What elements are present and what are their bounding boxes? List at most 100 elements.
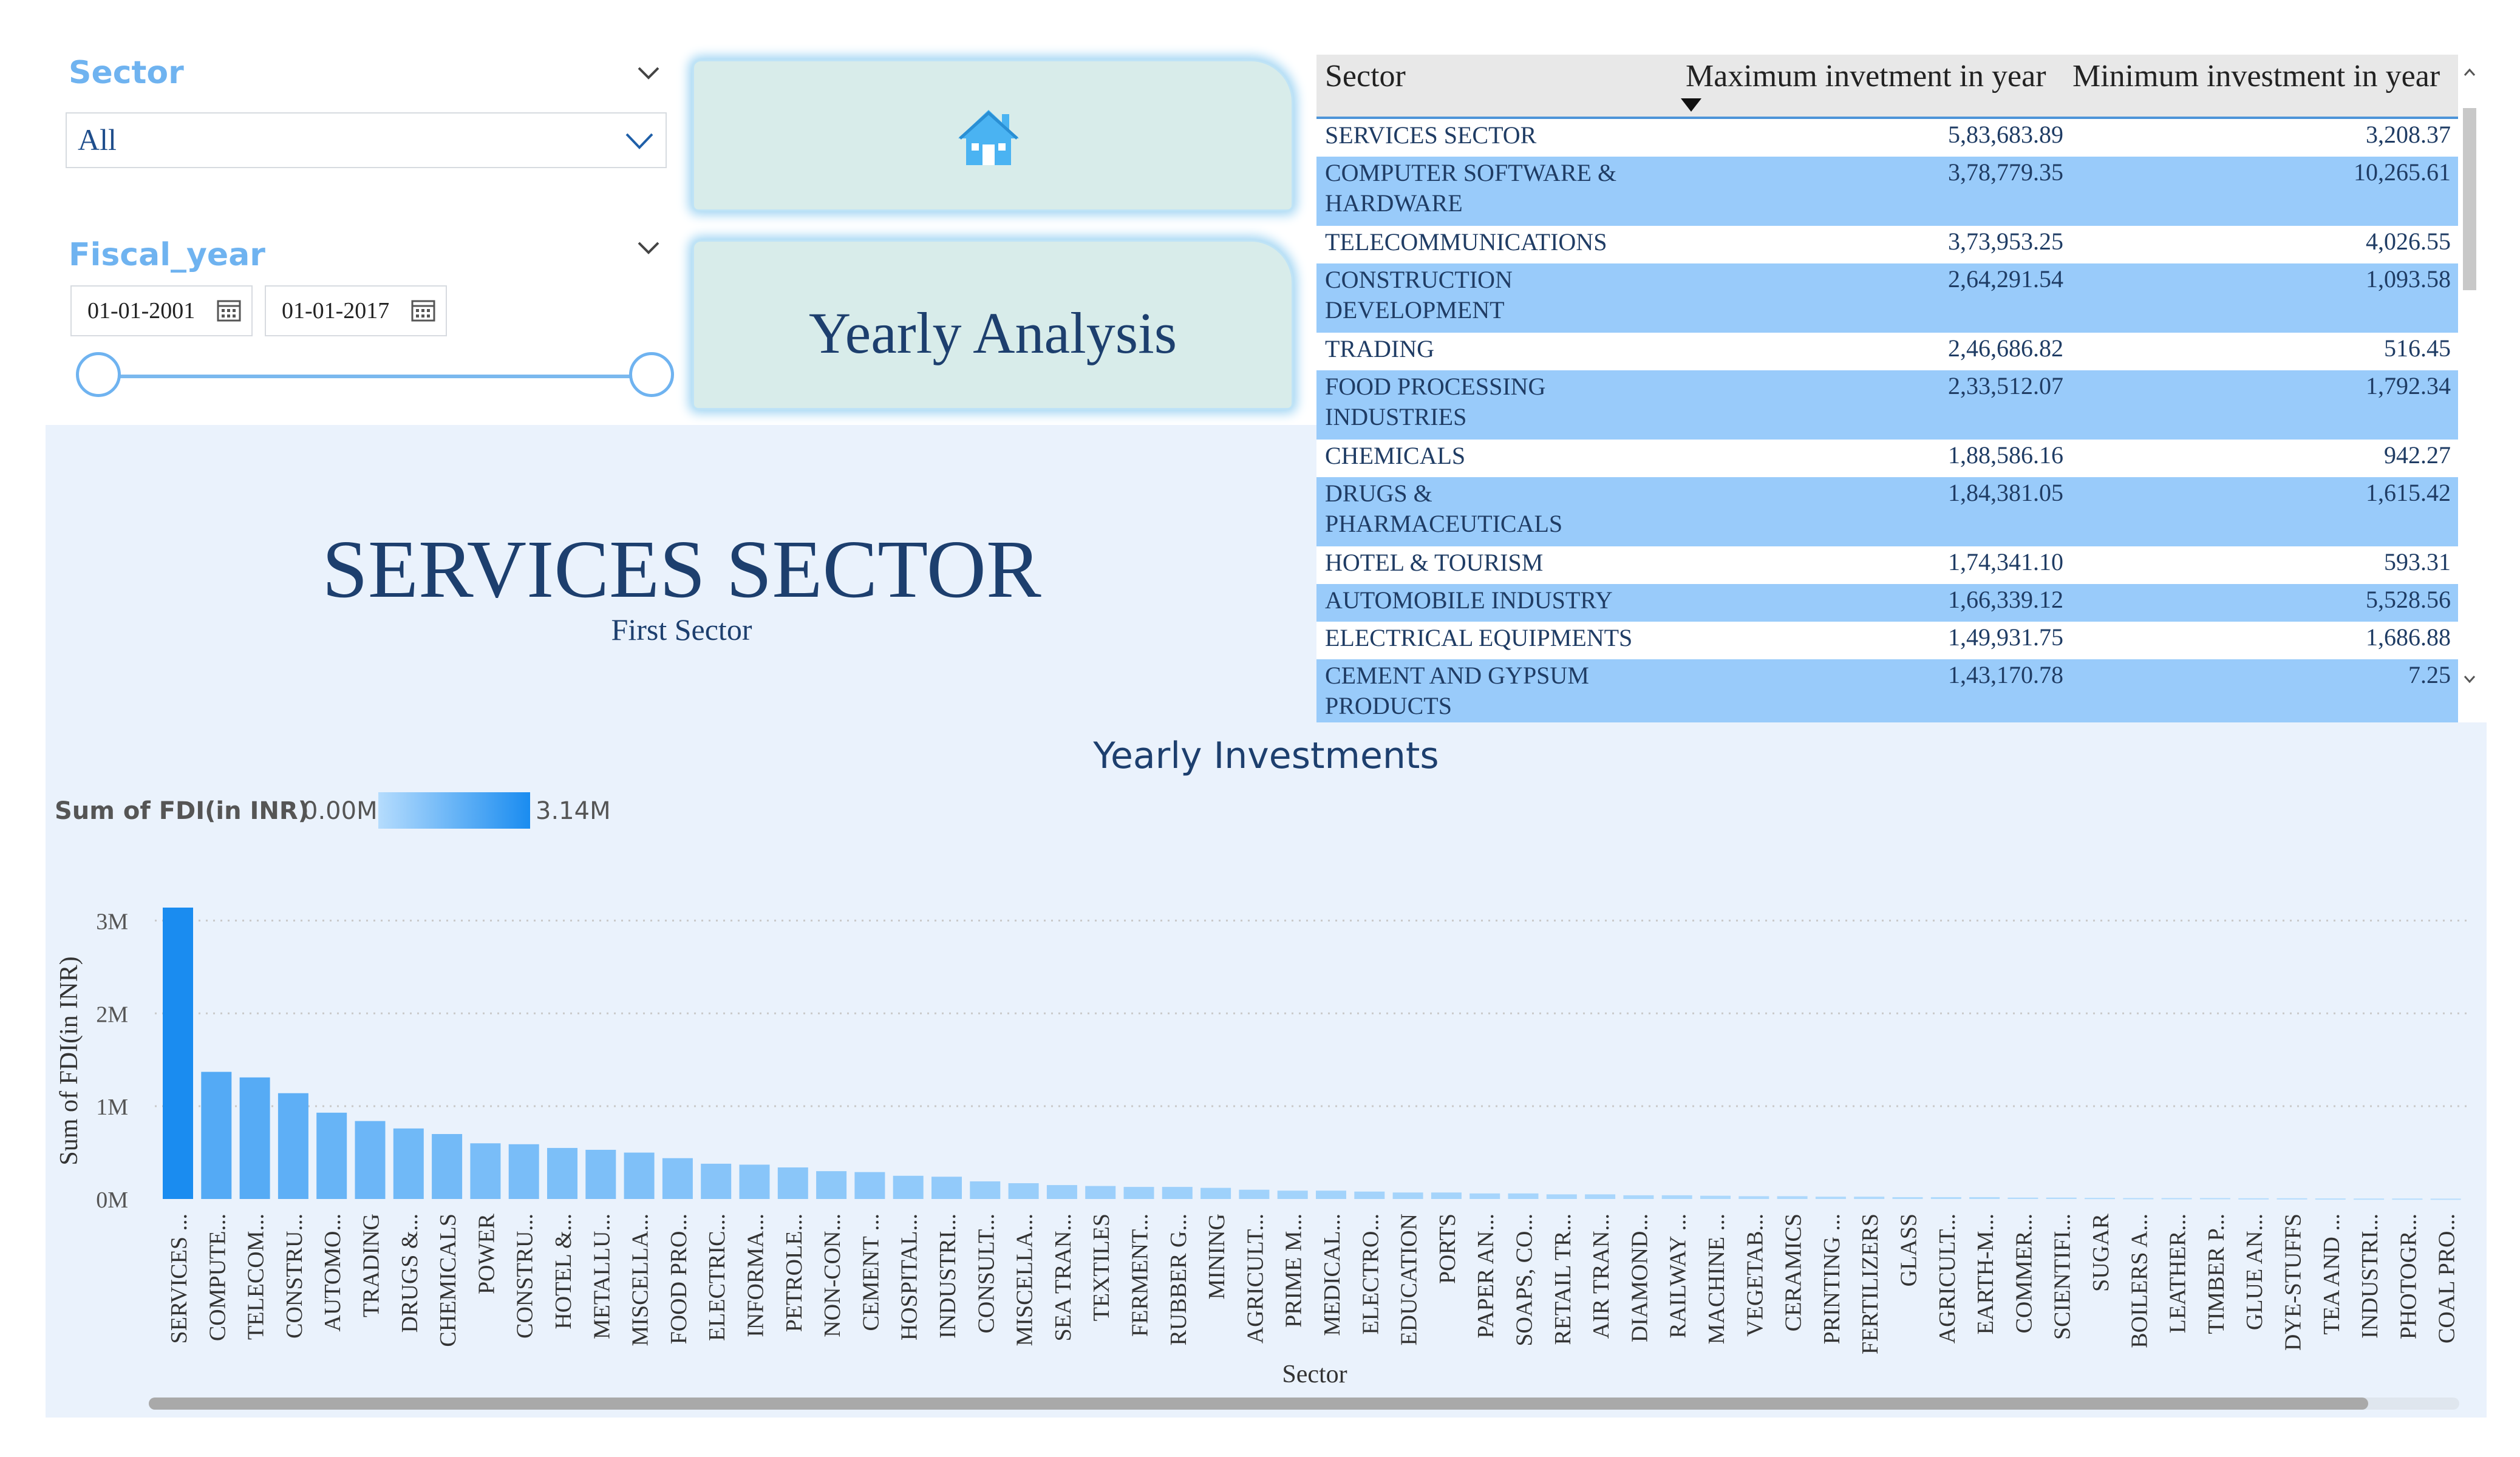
bar (777, 1167, 808, 1199)
bar (547, 1147, 577, 1199)
bar (2277, 1198, 2307, 1200)
table-scrollbar[interactable] (2461, 55, 2477, 722)
bar (508, 1144, 539, 1199)
cell-max-investment: 2,64,291.54 (1948, 265, 2063, 293)
cell-max-investment: 2,33,512.07 (1948, 372, 2063, 399)
table-row[interactable]: CONSTRUCTION DEVELOPMENT 2,64,291.54 1,093.… (1316, 263, 2458, 333)
x-tick-label: INDUSTRI... (2357, 1214, 2383, 1339)
bar (2046, 1197, 2077, 1199)
bar (1892, 1197, 1923, 1199)
y-tick-label: 0M (96, 1187, 128, 1213)
x-tick-label: DRUGS &... (397, 1214, 423, 1333)
slider-start-handle[interactable] (76, 352, 121, 397)
bar (393, 1128, 424, 1199)
start-date-input[interactable]: 01-01-2001 (70, 285, 253, 336)
cell-max-investment: 3,78,779.35 (1948, 158, 2063, 186)
scrollbar-thumb[interactable] (2463, 108, 2476, 290)
x-tick-label: CONSTRU... (282, 1214, 307, 1339)
legend-min-label: 0.00M (302, 797, 378, 825)
slider-end-handle[interactable] (629, 352, 674, 397)
x-axis-title: Sector (1282, 1360, 1347, 1388)
bar (1700, 1195, 1731, 1199)
x-tick-label: METALLU... (589, 1214, 615, 1339)
date-range-slider[interactable] (76, 352, 674, 401)
yearly-analysis-label: Yearly Analysis (808, 301, 1177, 365)
table-row[interactable]: COMPUTER SOFTWARE & HARDWARE 3,78,779.35 10… (1316, 157, 2458, 226)
table-row[interactable]: CEMENT AND GYPSUM PRODUCTS 1,43,170.78 7.25 (1316, 659, 2458, 728)
bar (355, 1121, 386, 1199)
chart-title: Yearly Investments (1093, 735, 1439, 777)
fiscal-year-slicer-title: Fiscal_year (69, 237, 265, 273)
cell-sector: SERVICES SECTOR (1325, 121, 1537, 149)
bar (163, 908, 193, 1199)
x-tick-label: SEA TRAN... (1051, 1214, 1076, 1341)
x-tick-label: POWER (474, 1213, 499, 1294)
x-tick-label: TRADING (359, 1214, 384, 1317)
x-tick-label: PHOTOGR... (2396, 1214, 2421, 1339)
scroll-down-icon[interactable] (2464, 675, 2476, 684)
yearly-analysis-button[interactable]: Yearly Analysis (692, 240, 1293, 410)
kpi-card: SERVICES SECTOR First Sector (46, 425, 1318, 728)
bar (1239, 1189, 1270, 1199)
x-tick-label: RAILWAY ... (1666, 1214, 1691, 1338)
x-tick-label: HOTEL &... (551, 1214, 576, 1330)
x-tick-label: INDUSTRI... (935, 1214, 961, 1339)
cell-max-investment: 1,66,339.12 (1948, 586, 2063, 613)
x-tick-label: TIMBER P... (2204, 1214, 2229, 1334)
bar (2085, 1198, 2115, 1200)
x-tick-label: MISCELLA... (1012, 1214, 1038, 1347)
bar (1738, 1196, 1769, 1199)
chart-scrollbar-thumb[interactable] (149, 1398, 2368, 1410)
bar (1661, 1195, 1692, 1199)
x-tick-label: CHEMICALS (435, 1214, 461, 1347)
table-row[interactable]: SERVICES SECTOR 5,83,683.89 3,208.37 (1316, 119, 2458, 157)
cell-min-investment: 1,093.58 (2366, 265, 2451, 293)
home-button[interactable] (692, 59, 1293, 211)
bar (1469, 1193, 1500, 1199)
x-tick-label: AGRICULT... (1242, 1214, 1268, 1343)
bar (931, 1177, 962, 1199)
x-tick-label: CONSTRU... (513, 1214, 538, 1339)
table-row[interactable]: TELECOMMUNICATIONS 3,73,953.25 4,026.55 (1316, 226, 2458, 263)
cell-min-investment: 593.31 (2384, 548, 2451, 576)
calendar-icon[interactable] (410, 297, 436, 323)
legend-title: Sum of FDI(in INR) (55, 797, 309, 825)
x-tick-label: FERMENT... (1128, 1214, 1153, 1337)
cell-min-investment: 3,208.37 (2366, 121, 2451, 148)
x-tick-label: AGRICULT... (1935, 1214, 1960, 1343)
table-row[interactable]: TRADING 2,46,686.82 516.45 (1316, 333, 2458, 370)
cell-max-investment: 2,46,686.82 (1948, 335, 2063, 362)
header-min-investment[interactable]: Minimum investment in year (2072, 59, 2440, 93)
cell-min-investment: 942.27 (2384, 441, 2451, 469)
table-row[interactable]: ELECTRICAL EQUIPMENTS 1,49,931.75 1,686.88 (1316, 622, 2458, 659)
table-row[interactable]: FOOD PROCESSING INDUSTRIES 2,33,512.07 1,79… (1316, 370, 2458, 440)
header-max-investment[interactable]: Maximum invetment in year (1686, 59, 2046, 93)
scroll-up-icon[interactable] (2464, 68, 2476, 76)
end-date-value: 01-01-2017 (282, 298, 390, 324)
bar (1277, 1190, 1308, 1199)
chevron-down-icon[interactable] (636, 236, 661, 260)
table-row[interactable]: CHEMICALS 1,88,586.16 942.27 (1316, 440, 2458, 477)
calendar-icon[interactable] (216, 297, 242, 323)
cell-sector: TRADING (1325, 335, 1434, 362)
x-tick-label: FERTILIZERS (1858, 1214, 1883, 1354)
bar (1123, 1187, 1154, 1199)
bar (662, 1158, 693, 1199)
table-row[interactable]: DRUGS & PHARMACEUTICALS 1,84,381.05 1,615.4… (1316, 477, 2458, 546)
table-row[interactable]: HOTEL & TOURISM 1,74,341.10 593.31 (1316, 546, 2458, 584)
bar (2161, 1198, 2192, 1200)
sector-dropdown[interactable]: All (66, 112, 667, 168)
table-header: Sector Maximum invetment in year Minimum… (1316, 55, 2458, 119)
bar (316, 1112, 347, 1199)
header-sector[interactable]: Sector (1325, 59, 1406, 93)
bar (2199, 1198, 2230, 1200)
table-row[interactable]: AUTOMOBILE INDUSTRY 1,66,339.12 5,528.56 (1316, 584, 2458, 622)
chevron-down-icon[interactable] (636, 61, 661, 85)
x-tick-label: EDUCATION (1397, 1214, 1422, 1345)
chart-horizontal-scrollbar[interactable] (149, 1398, 2459, 1410)
x-tick-label: HOSPITAL... (897, 1214, 922, 1340)
x-tick-label: PRIME M... (1281, 1214, 1307, 1328)
x-tick-label: PORTS (1435, 1214, 1460, 1284)
end-date-input[interactable]: 01-01-2017 (265, 285, 447, 336)
x-tick-label: LEATHER... (2165, 1214, 2191, 1333)
